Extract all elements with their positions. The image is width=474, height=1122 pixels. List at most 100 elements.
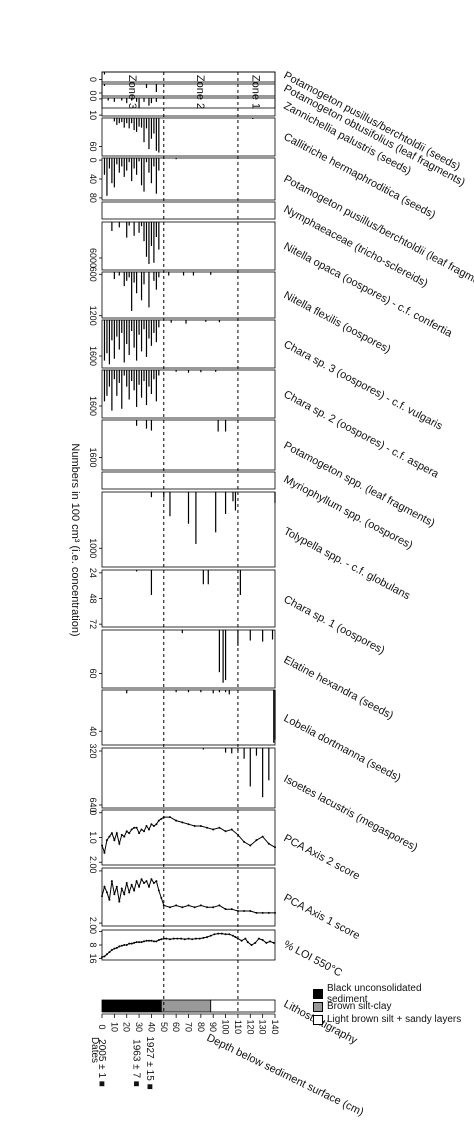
data-bar [224,492,227,514]
data-bar [158,222,160,250]
data-point [175,904,178,907]
data-point [150,823,153,826]
tick-label: 1.0 [88,831,98,844]
data-point [115,946,118,949]
panel-frame [101,201,276,220]
data-bar [103,72,106,75]
data-bar [140,118,143,128]
data-bar [153,370,155,380]
data-bar [136,570,138,572]
tick-label: 16 [88,953,98,963]
data-bar [111,222,113,231]
data-bar [224,630,227,681]
panel-frame [101,271,276,319]
data-bar [113,272,115,280]
data-bar [136,98,138,102]
tick-label: 40 [146,1022,156,1032]
data-bar [106,158,108,196]
data-point [249,844,252,847]
chart-panel: 0 8 16 % LOI 550°C [88,929,344,979]
data-bar [133,118,135,131]
data-bar [212,690,214,694]
data-bar [123,370,125,376]
data-bar [131,118,133,124]
data-bar [140,320,143,352]
data-point [138,832,141,835]
data-bar [175,690,177,693]
tick-label: 80 [88,193,98,203]
data-bar [143,98,145,102]
legend-swatch-black [313,988,323,999]
data-bar [200,690,202,693]
tick-label: 0 [88,90,98,95]
data-bar [153,118,155,134]
data-point [255,911,258,914]
data-point [155,823,158,826]
data-bar [217,420,219,432]
data-bar [131,158,133,182]
data-point [257,937,260,940]
tick-label: 110 [233,1020,243,1034]
data-bar [148,118,150,150]
data-bar [153,272,155,281]
data-point [118,842,121,845]
data-bar [150,370,153,394]
data-bar [252,118,254,120]
tick-label: 0 [88,96,98,101]
tick-label: 140 [270,1019,280,1034]
panel-frame [101,319,276,369]
data-point [160,896,163,899]
chart-panel: 1600 Potamogeton spp. (leaf fragments) [88,419,437,530]
data-point [115,885,118,888]
data-bar [155,370,157,402]
data-bar [187,690,190,693]
panel-frame [101,369,276,419]
data-bar [218,630,220,673]
tick-label: 2.0 [88,856,98,869]
data-bar [148,222,150,264]
data-point [155,940,158,943]
data-bar [143,272,145,285]
data-point [145,939,148,942]
data-point [230,828,233,831]
data-point [118,900,121,903]
tick-label: 40 [88,726,98,736]
data-bar [145,420,148,429]
data-point [224,908,227,911]
data-bar [182,272,185,276]
data-bar [118,118,120,124]
data-point [105,839,108,842]
data-point [130,883,133,886]
data-bar [150,320,153,346]
data-bar [133,272,135,283]
data-point [108,835,111,838]
data-bar [113,158,115,188]
data-bar [145,84,148,88]
tick-label: 20 [122,1022,132,1032]
data-bar [126,690,128,694]
data-bar [126,118,128,124]
data-bar [148,272,150,308]
tick-label: 1000 [88,538,98,558]
data-bar [106,370,108,396]
data-bar [128,370,130,400]
data-point [150,939,153,942]
panel-frame [101,867,276,927]
data-bar [116,320,118,337]
data-bar [155,320,157,343]
tick-label: 90 [208,1022,218,1032]
data-bar [143,222,145,242]
data-point [120,944,123,947]
date-label: 1927 ± 15 ■ [144,1036,155,1089]
data-point [108,951,111,954]
data-bar [103,370,106,402]
data-point [206,826,209,829]
data-point [198,937,201,940]
data-point [213,933,216,936]
panel-frame [101,809,276,866]
data-point [160,938,163,941]
data-bar [185,320,187,324]
data-bar [113,98,115,102]
tick-label: 1600 [88,447,98,467]
data-bar [113,370,115,380]
